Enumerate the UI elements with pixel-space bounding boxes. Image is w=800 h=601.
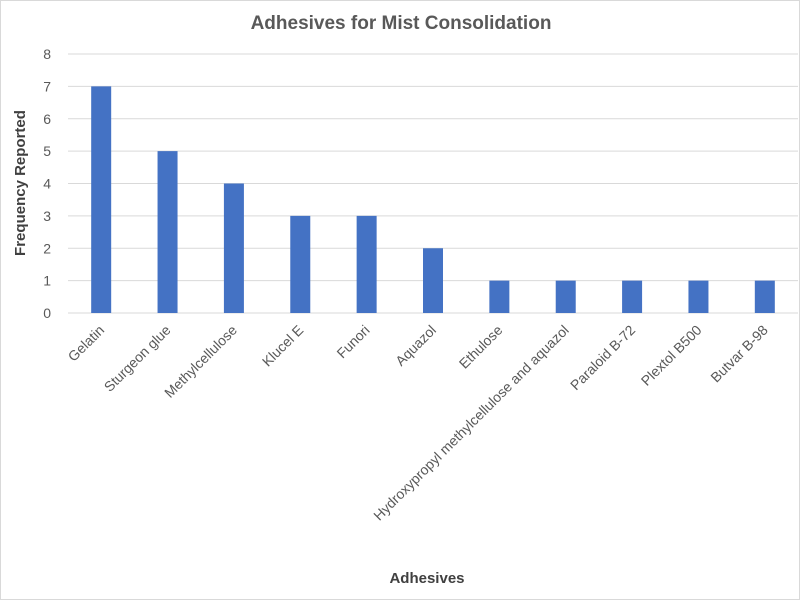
bar-1 <box>157 151 178 313</box>
x-tick-label-6: Ethulose <box>456 322 506 372</box>
y-axis-title: Frequency Reported <box>12 110 29 256</box>
y-tick-label-3: 3 <box>43 208 51 224</box>
bar-7 <box>555 280 576 313</box>
bars <box>91 86 775 313</box>
x-tick-label-9: Plextol B500 <box>638 322 705 389</box>
bar-5 <box>423 248 443 313</box>
bar-3 <box>290 215 311 313</box>
y-axis-ticks: 0 1 2 3 4 5 6 7 8 <box>43 46 51 321</box>
x-tick-label-1: Sturgeon glue <box>101 322 174 395</box>
y-tick-label-1: 1 <box>43 273 51 289</box>
bar-2 <box>223 183 244 313</box>
y-tick-label-8: 8 <box>43 46 51 62</box>
y-tick-label-4: 4 <box>43 176 51 192</box>
x-tick-label-10: Butvar B-98 <box>707 322 771 386</box>
bar-8 <box>622 280 643 313</box>
bar-4 <box>356 215 377 313</box>
bar-6 <box>489 280 510 313</box>
y-tick-label-5: 5 <box>43 143 51 159</box>
gridlines <box>68 53 798 314</box>
x-axis-title: Adhesives <box>389 570 464 587</box>
bar-10 <box>754 280 775 313</box>
x-tick-label-8: Paraloid B-72 <box>567 322 638 393</box>
y-tick-label-7: 7 <box>43 78 51 94</box>
x-tick-label-5: Aquazol <box>392 322 439 369</box>
y-tick-label-0: 0 <box>43 305 51 321</box>
x-tick-label-4: Funori <box>333 322 372 361</box>
x-tick-label-3: Klucel E <box>259 322 307 370</box>
y-tick-label-2: 2 <box>43 240 51 256</box>
bar-0 <box>91 86 112 313</box>
chart-title: Adhesives for Mist Consolidation <box>251 13 552 34</box>
y-tick-label-6: 6 <box>43 111 51 127</box>
x-tick-label-0: Gelatin <box>65 322 108 365</box>
bar-9 <box>688 280 709 313</box>
